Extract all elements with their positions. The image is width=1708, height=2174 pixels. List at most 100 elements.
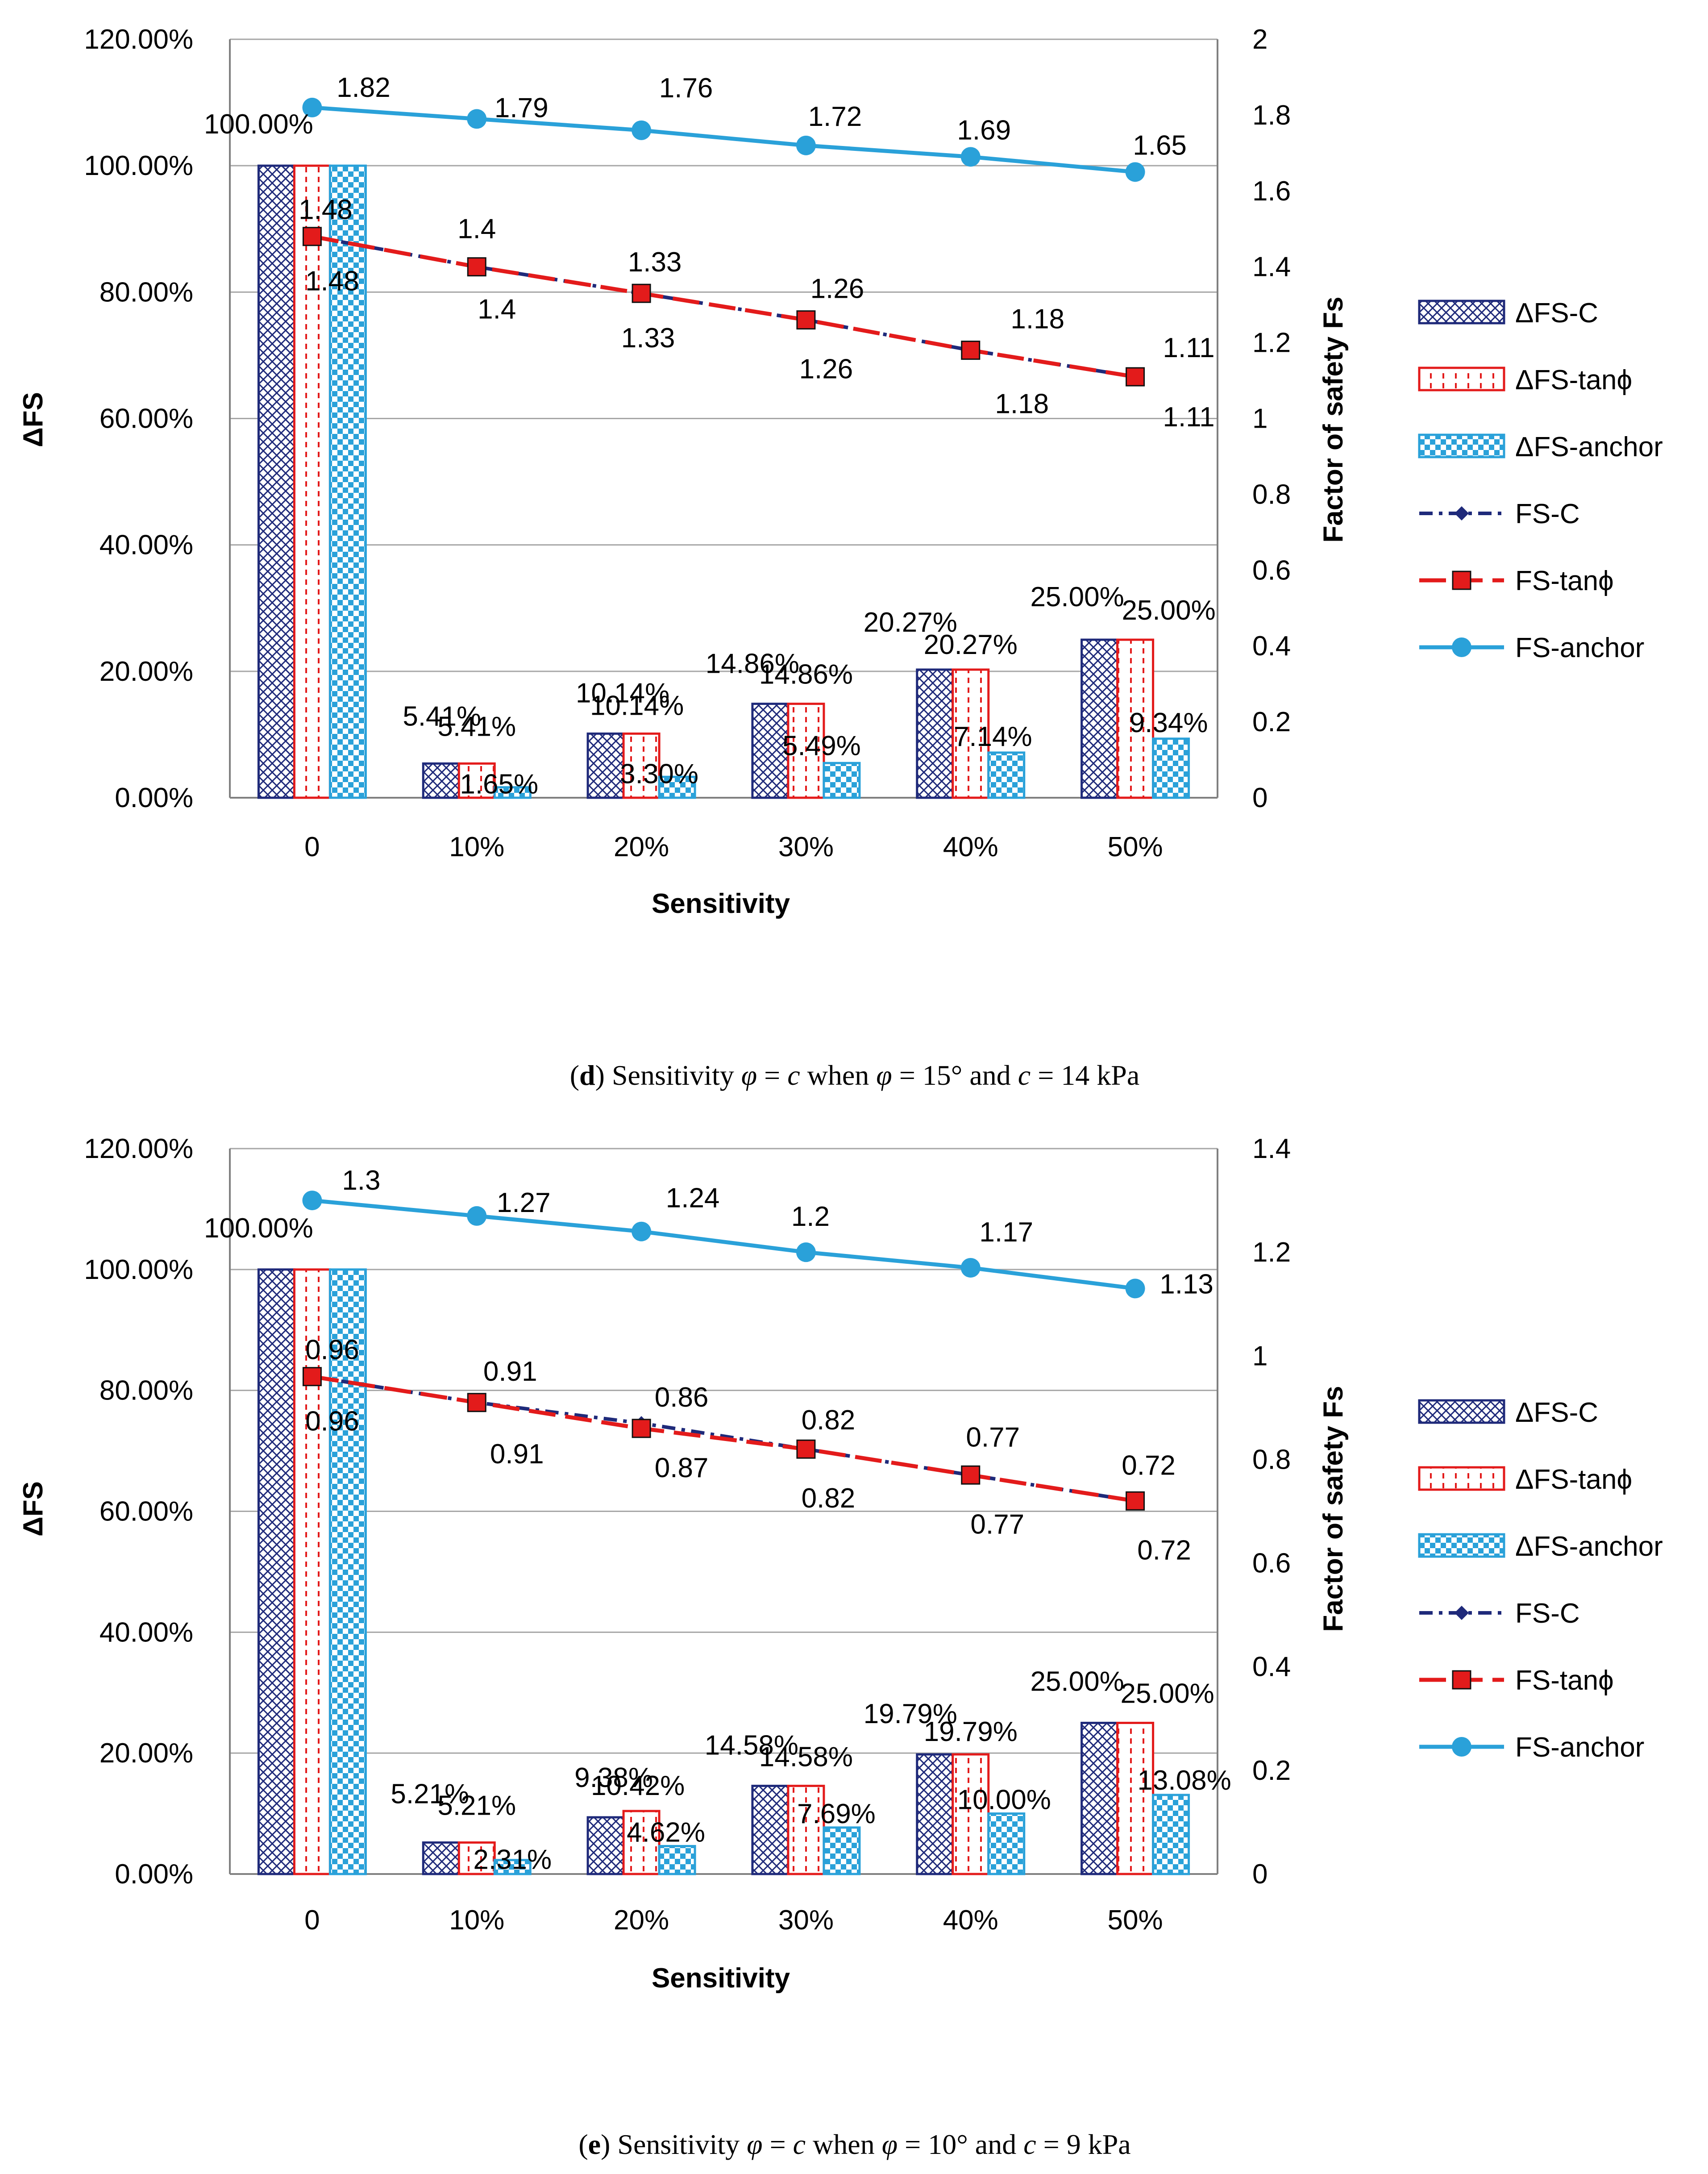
chart-d-marker-fs-anchor: [796, 135, 816, 155]
chart-d-x-tick: 0: [304, 832, 320, 862]
chart-d-bar-label: 20.27%: [864, 607, 957, 638]
chart-d-line-label: 1.76: [659, 73, 713, 104]
chart-e-caption: (e) Sensitivity φ = c when φ = 10° and c…: [578, 2128, 1130, 2160]
chart-d-line-fs-tanphi: [312, 234, 1136, 379]
legend-label: ΔFS-tanϕ: [1515, 365, 1632, 396]
chart-e-bar-dfs-tanphi: [787, 1785, 825, 1875]
chart-d-x-tick: 20%: [614, 832, 669, 862]
chart-d-bar-label: 10.14%: [590, 690, 684, 721]
legend-label: FS-C: [1515, 1598, 1580, 1629]
chart-d-bar-label: 7.14%: [954, 721, 1032, 752]
chart-d-legend: ΔFS-C ΔFS-tanϕ ΔFS-anchor FS-C FS-tanϕ FS-anc…: [1418, 298, 1663, 663]
legend-label: ΔFS-anchor: [1515, 1531, 1663, 1562]
chart-d-marker-fs-tanphi: [467, 257, 486, 277]
chart-d-bar-label: 10.14%: [576, 678, 669, 708]
legend-label: ΔFS-tanϕ: [1515, 1464, 1632, 1495]
chart-e-marker-fs-anchor: [960, 1258, 981, 1278]
chart-e-bar-label: 100.00%: [204, 1213, 313, 1244]
chart-e-line-label: 0.87: [655, 1453, 709, 1483]
chart-e-bar-label: 7.69%: [797, 1799, 876, 1829]
chart-d-y2-axis-title: Factor of safety Fs: [1318, 296, 1349, 542]
chart-d-marker-fs-tanphi: [961, 341, 981, 360]
chart-e-line-fs-c: [312, 1374, 1136, 1503]
chart-d-bar-dfs-anchor: [658, 775, 696, 799]
legend-marker-fs-anchor: [1452, 1737, 1471, 1757]
legend-label: FS-anchor: [1515, 633, 1644, 663]
chart-e-bar-label: 10.00%: [957, 1785, 1051, 1816]
chart-d-line-label: 1.33: [621, 323, 675, 354]
chart-d-bar-dfs-tanphi: [952, 668, 990, 799]
chart-e-marker-fs-tanphi: [632, 1419, 651, 1438]
chart-e-line-label: 0.82: [802, 1405, 856, 1436]
chart-e-x-tick: 40%: [943, 1905, 998, 1936]
chart-e-bar-dfs-c: [916, 1753, 954, 1875]
chart-e-bar-label: 10.42%: [591, 1770, 685, 1801]
chart-d-caption-eq: =: [757, 1059, 787, 1091]
chart-e-line-label: 0.96: [305, 1335, 359, 1366]
chart-e-bar-label: 14.58%: [705, 1730, 798, 1761]
chart-d-y-tick: 20.00%: [100, 656, 193, 687]
chart-e-y-tick: 80.00%: [100, 1375, 193, 1406]
chart-e-bar-label: 2.31%: [473, 1845, 552, 1875]
chart-d-marker-fs-tanphi: [796, 310, 816, 330]
chart-d-bar-dfs-tanphi: [293, 164, 331, 799]
legend-label: ΔFS-C: [1515, 1397, 1598, 1428]
chart-d-y2-tick: 0.4: [1252, 631, 1291, 662]
chart-d-y2-tick: 1: [1252, 404, 1267, 434]
chart-d-marker-fs-anchor: [467, 109, 487, 129]
chart-d-caption-when: when: [800, 1059, 877, 1091]
chart-d-y2-tick: 1.8: [1252, 100, 1291, 131]
chart-e-y2-tick: 0.4: [1252, 1652, 1291, 1683]
chart-d-caption-phi: φ: [741, 1059, 757, 1091]
chart-e-marker-fs-anchor: [796, 1242, 816, 1262]
chart-e-bar-label: 13.08%: [1137, 1765, 1231, 1796]
legend-swatch-dfs-tanphi: [1418, 1466, 1505, 1491]
chart-e-bar-dfs-anchor: [658, 1845, 696, 1875]
chart-d-caption-c: c: [787, 1059, 800, 1091]
chart-d-y2-tick: 2: [1252, 24, 1267, 55]
chart-e-bar-dfs-anchor: [823, 1826, 861, 1875]
chart-e-line-label: 0.96: [305, 1406, 359, 1437]
chart-d-bar-dfs-anchor: [823, 762, 861, 799]
chart-e-caption-phi: φ: [747, 2128, 762, 2160]
chart-e-gridlines: [229, 1148, 1218, 1875]
chart-d-bar-label: 5.41%: [403, 701, 481, 732]
chart-e-bar-label: 9.38%: [574, 1762, 653, 1793]
chart-d-line-label: 1.11: [1163, 402, 1215, 433]
chart-d-y2-tick: 0: [1252, 783, 1267, 813]
chart-e-x-tick: 50%: [1108, 1905, 1163, 1936]
chart-e-line-label: 1.3: [342, 1165, 380, 1196]
chart-e-caption-kpa: = 9 kPa: [1036, 2128, 1131, 2160]
chart-e-marker-fs-tanphi: [302, 1367, 322, 1387]
chart-d-y2-tick: 1.2: [1252, 328, 1291, 358]
chart-e-x-tick: 10%: [449, 1905, 504, 1936]
chart-d-line-label: 1.79: [495, 92, 549, 123]
chart-d-caption-deg: = 15° and: [892, 1059, 1018, 1091]
chart-e-y-tick: 120.00%: [84, 1133, 193, 1164]
chart-d-caption-c2: c: [1018, 1059, 1031, 1091]
chart-e-marker-fs-anchor: [1125, 1279, 1145, 1299]
chart-e-caption-deg: = 10° and: [898, 2128, 1023, 2160]
chart-e-bar-label: 5.21%: [437, 1790, 516, 1821]
chart-e-bar-dfs-anchor: [987, 1812, 1026, 1875]
chart-d-bar-label: 14.86%: [706, 649, 799, 679]
chart-d-bar-label: 3.30%: [620, 758, 698, 789]
chart-d-markers: [302, 97, 1145, 387]
chart-d-y2-tick: 0.8: [1252, 479, 1291, 510]
legend-swatch-dfs-c: [1418, 300, 1505, 325]
chart-d-bar-dfs-anchor: [987, 751, 1026, 799]
chart-e-caption-phi2: φ: [882, 2128, 898, 2160]
chart-d: 100.00%5.41%10.14%14.86%20.27%25.00%5.41…: [18, 24, 1663, 1091]
chart-d-caption-kpa: = 14 kPa: [1031, 1059, 1139, 1091]
chart-d-bar-label: 20.27%: [924, 629, 1018, 660]
chart-e-y2-tick: 1: [1252, 1341, 1267, 1371]
chart-d-caption-phi2: φ: [876, 1059, 892, 1091]
chart-d-x-tick: 40%: [943, 832, 998, 862]
chart-d-line-label: 1.82: [337, 72, 391, 103]
chart-d-line-label: 1.72: [808, 101, 862, 132]
chart-e-y2-tick: 1.2: [1252, 1237, 1291, 1268]
chart-d-y2-tick: 1.4: [1252, 252, 1291, 283]
chart-e-y-tick: 0.00%: [115, 1859, 193, 1890]
